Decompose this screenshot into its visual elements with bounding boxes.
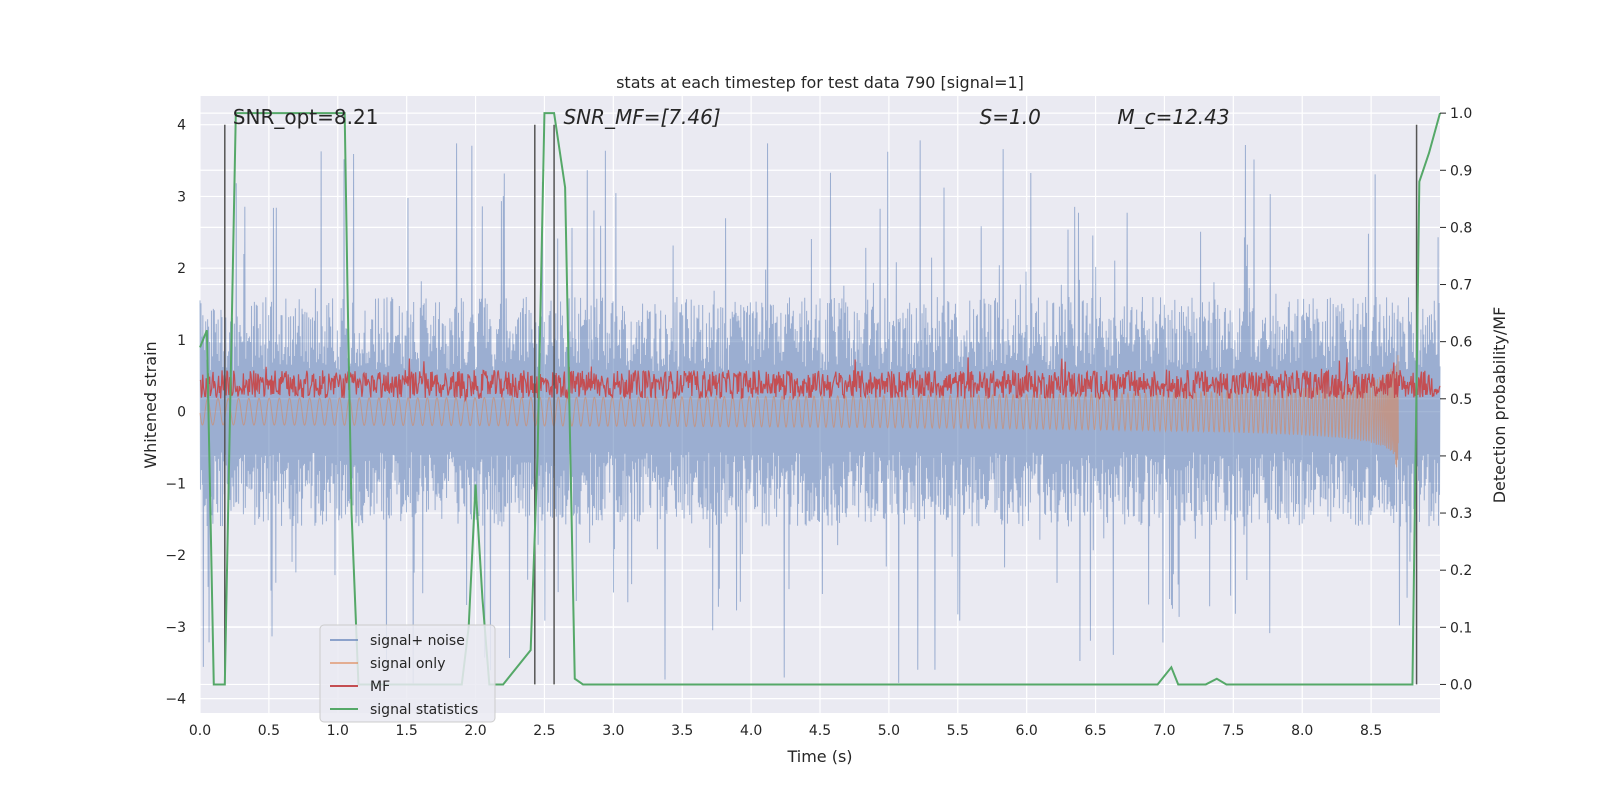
right-tick-label: 1.0 [1450,106,1472,122]
series-mf-line [199,357,1441,403]
left-axis-label: Whitened strain [141,341,160,468]
legend-frame [319,624,496,723]
right-tick-label: 0.2 [1450,563,1472,579]
x-tick-label: 8.5 [1360,723,1382,739]
x-tick-label: 2.0 [464,723,486,739]
legend-label: signal statistics [370,702,478,718]
right-tick-label: 0.6 [1450,335,1472,351]
x-axis-label: Time (s) [786,747,852,766]
annotation-text: M_c=12.43 [1117,105,1229,129]
right-tick-label: 0.9 [1450,163,1472,179]
annotation-text: SNR_opt=8.21 [233,105,379,129]
left-axis-ticks: −4 −3 −2 −1 0 1 2 3 4 [165,118,186,708]
series-signal-statistics-line [199,112,1441,686]
x-tick-label: 3.0 [602,723,624,739]
x-axis-ticks: 0.0 0.5 1.0 1.5 2.0 2.5 3.0 3.5 4.0 4.5 5.0 5.5 6.0 6… [189,723,1382,739]
annotation-text: SNR_MF=[7.46] [563,105,720,129]
right-tick-label: 0.3 [1450,506,1472,522]
series-signal-plus-noise-line [199,140,1441,684]
x-tick-label: 8.0 [1291,723,1313,739]
x-tick-label: 1.5 [396,723,418,739]
legend-label: MF [370,679,390,695]
plot-layer [199,112,1441,686]
x-tick-label: 7.5 [1222,723,1244,739]
x-tick-label: 1.0 [327,723,349,739]
left-tick-label: 4 [177,118,186,134]
right-tick-label: 0.7 [1450,278,1472,294]
left-tick-label: −4 [165,692,186,708]
x-tick-label: 3.5 [671,723,693,739]
x-tick-label: 5.5 [947,723,969,739]
left-tick-label: −1 [165,476,186,492]
left-tick-label: −2 [165,548,186,564]
right-tick-label: 0.4 [1450,449,1472,465]
annotations: SNR_opt=8.21 SNR_MF=[7.46] S=1.0 M_c=12.43 [233,105,1230,129]
x-tick-label: 4.0 [740,723,762,739]
x-tick-label: 5.0 [878,723,900,739]
right-tick-label: 0.0 [1450,677,1472,693]
left-tick-label: 2 [177,261,186,277]
legend-label: signal+ noise [370,633,465,649]
legend-label: signal only [370,656,445,672]
series-signal-only-line [199,355,1399,468]
chart-title: stats at each timestep for test data 790… [616,73,1024,92]
x-tick-label: 6.0 [1016,723,1038,739]
right-tick-label: 0.5 [1450,392,1472,408]
x-tick-label: 0.0 [189,723,211,739]
annotation-text: S=1.0 [980,105,1041,129]
legend: signal+ noise signal only MF signal statist… [319,624,496,723]
right-axis-label: Detection probability/MF [1490,307,1509,504]
left-tick-label: 0 [177,405,186,421]
x-tick-label: 2.5 [533,723,555,739]
x-tick-label: 6.5 [1084,723,1106,739]
x-tick-label: 7.0 [1153,723,1175,739]
left-tick-label: 1 [177,333,186,349]
right-tick-label: 0.1 [1450,620,1472,636]
left-tick-label: −3 [165,620,186,636]
x-tick-label: 0.5 [258,723,280,739]
right-tick-label: 0.8 [1450,220,1472,236]
x-tick-label: 4.5 [809,723,831,739]
right-axis-ticks: 0.0 0.1 0.2 0.3 0.4 0.5 0.6 0.7 0.8 0.9 1.0 [1440,106,1472,693]
left-tick-label: 3 [177,189,186,205]
